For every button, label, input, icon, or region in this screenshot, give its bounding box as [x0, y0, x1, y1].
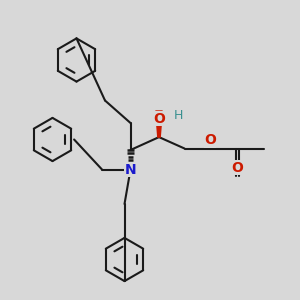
Text: O: O — [204, 133, 216, 147]
Text: O: O — [231, 161, 243, 175]
Text: H: H — [174, 109, 183, 122]
Text: O: O — [154, 112, 166, 126]
Polygon shape — [156, 111, 162, 137]
Text: N: N — [125, 163, 136, 176]
